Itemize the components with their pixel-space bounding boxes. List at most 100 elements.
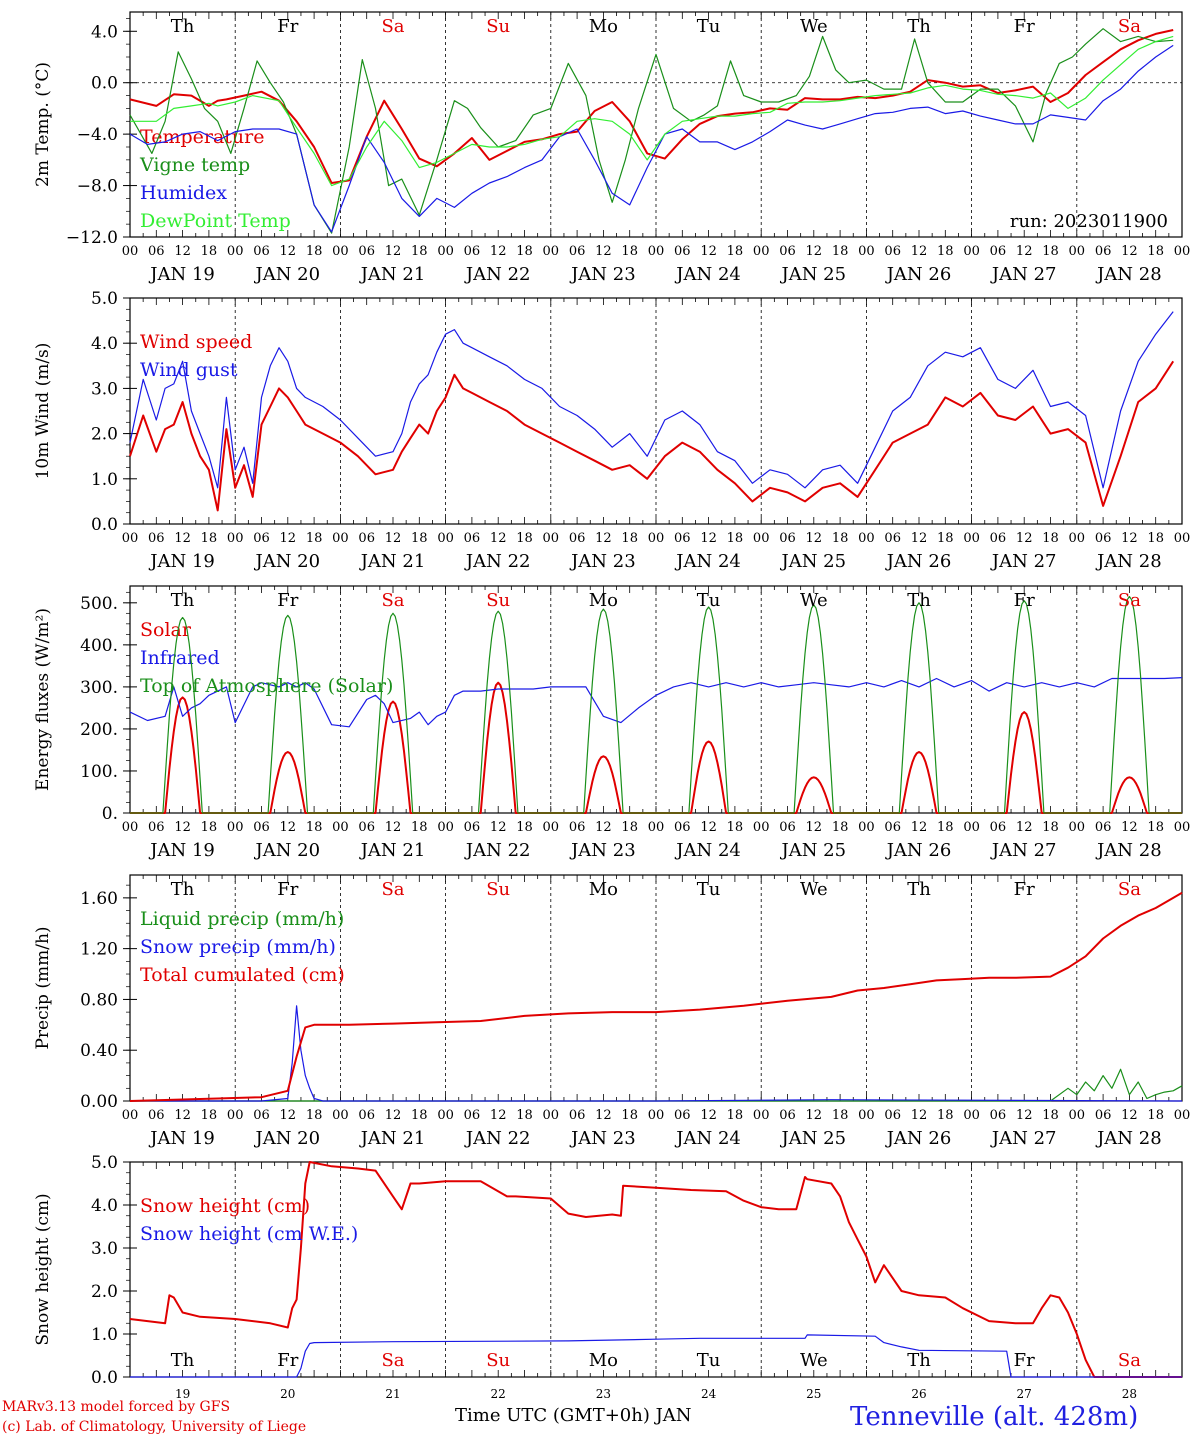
hour-tick-label: 06 bbox=[569, 1108, 586, 1123]
hour-tick-label: 00 bbox=[963, 244, 980, 259]
day-number-label: 20 bbox=[280, 1387, 295, 1401]
day-of-week-label: Sa bbox=[1118, 16, 1141, 37]
y-axis-label: Snow height (cm) bbox=[33, 1193, 53, 1345]
series-line-2 bbox=[129, 677, 1183, 728]
y-tick-label: −8.0 bbox=[77, 177, 118, 197]
hour-tick-label: 18 bbox=[516, 244, 533, 259]
hour-tick-label: 18 bbox=[306, 820, 323, 835]
y-tick-label: 0.80 bbox=[80, 990, 118, 1010]
hour-tick-label: 06 bbox=[779, 244, 796, 259]
hour-tick-label: 12 bbox=[490, 820, 507, 835]
hour-tick-label: 06 bbox=[1095, 820, 1112, 835]
date-label: JAN 20 bbox=[254, 551, 321, 572]
day-of-week-label: Th bbox=[171, 1350, 195, 1371]
hour-tick-label: 06 bbox=[358, 244, 375, 259]
hour-tick-label: 12 bbox=[385, 531, 402, 546]
hour-tick-label: 06 bbox=[779, 1108, 796, 1123]
date-label: JAN 23 bbox=[569, 264, 636, 285]
hour-tick-label: 18 bbox=[832, 531, 849, 546]
hour-tick-label: 18 bbox=[937, 244, 954, 259]
hour-tick-label: 00 bbox=[1069, 244, 1086, 259]
hour-tick-label: 18 bbox=[411, 1108, 428, 1123]
hour-tick-label: 00 bbox=[1069, 1108, 1086, 1123]
hour-tick-label: 18 bbox=[1042, 244, 1059, 259]
hour-tick-label: 18 bbox=[516, 820, 533, 835]
hour-tick-label: 00 bbox=[332, 1108, 349, 1123]
panel-1: −12.0 −8.0 −4.0 0.0 4.0 2m Temp. (°C) Temperat… bbox=[33, 11, 1191, 285]
hour-tick-label: 12 bbox=[280, 1108, 297, 1123]
day-of-week-label: Fr bbox=[1014, 16, 1035, 37]
hour-tick-label: 06 bbox=[148, 820, 165, 835]
hour-tick-label: 00 bbox=[227, 1108, 244, 1123]
hour-tick-label: 18 bbox=[201, 531, 218, 546]
day-of-week-label: We bbox=[800, 1350, 828, 1371]
y-tick-label: −4.0 bbox=[77, 125, 118, 145]
legend-entry: Infrared bbox=[140, 647, 220, 669]
hour-tick-label: 00 bbox=[963, 531, 980, 546]
day-of-week-label: Su bbox=[486, 1350, 510, 1371]
series-line-3 bbox=[130, 595, 1182, 814]
date-label: JAN 23 bbox=[569, 1128, 636, 1149]
hour-tick-label: 12 bbox=[280, 820, 297, 835]
hour-tick-label: 12 bbox=[700, 244, 717, 259]
hour-tick-label: 00 bbox=[543, 1108, 560, 1123]
hour-tick-label: 12 bbox=[911, 531, 928, 546]
date-label: JAN 22 bbox=[464, 551, 531, 572]
hour-tick-label: 06 bbox=[253, 244, 270, 259]
hour-tick-label: 00 bbox=[1174, 820, 1191, 835]
hour-tick-label: 00 bbox=[332, 820, 349, 835]
y-tick-label: 4.0 bbox=[91, 334, 118, 354]
hour-tick-label: 12 bbox=[806, 1108, 823, 1123]
station-name: Tenneville (alt. 428m) bbox=[850, 1402, 1139, 1432]
hour-tick-label: 06 bbox=[674, 820, 691, 835]
hour-tick-label: 06 bbox=[884, 1108, 901, 1123]
day-of-week-label: Fr bbox=[277, 590, 298, 611]
hour-tick-label: 12 bbox=[806, 820, 823, 835]
series-line-3 bbox=[129, 44, 1174, 233]
hour-tick-label: 00 bbox=[1174, 244, 1191, 259]
y-tick-label: 1.60 bbox=[80, 889, 118, 909]
hour-tick-label: 00 bbox=[332, 531, 349, 546]
hour-tick-label: 06 bbox=[1095, 1108, 1112, 1123]
y-tick-label: 0.00 bbox=[80, 1092, 118, 1112]
day-number-label: 25 bbox=[806, 1387, 821, 1401]
hour-tick-label: 18 bbox=[306, 1108, 323, 1123]
hour-tick-label: 12 bbox=[385, 820, 402, 835]
hour-tick-label: 00 bbox=[858, 531, 875, 546]
day-of-week-label: Th bbox=[907, 16, 931, 37]
hour-tick-label: 00 bbox=[227, 244, 244, 259]
date-label: JAN 21 bbox=[359, 551, 426, 572]
date-label: JAN 22 bbox=[464, 840, 531, 861]
hour-tick-label: 06 bbox=[990, 244, 1007, 259]
legend-entry: Wind speed bbox=[140, 331, 252, 353]
hour-tick-label: 06 bbox=[358, 1108, 375, 1123]
hour-tick-label: 00 bbox=[437, 531, 454, 546]
day-of-week-label: Th bbox=[171, 16, 195, 37]
hour-tick-label: 00 bbox=[122, 531, 139, 546]
hour-tick-label: 18 bbox=[516, 1108, 533, 1123]
hour-tick-label: 00 bbox=[1069, 820, 1086, 835]
bottom-axis: Th 19 Fr 20 Sa 21 Su 22 Mo 23 Tu 24 We 25 Th 26 Fr 27 Sa 28 bbox=[171, 1350, 1141, 1401]
day-number-label: 19 bbox=[175, 1387, 190, 1401]
date-label: JAN 24 bbox=[674, 840, 741, 861]
panel-3: 0. 100. 200. 300. 400. 500. Energy fluxes (W/m… bbox=[33, 585, 1191, 861]
day-of-week-label: Th bbox=[907, 1350, 931, 1371]
hour-tick-label: 12 bbox=[595, 820, 612, 835]
date-label: JAN 27 bbox=[990, 551, 1057, 572]
y-tick-label: 100. bbox=[80, 762, 118, 782]
hour-tick-label: 12 bbox=[911, 244, 928, 259]
hour-tick-label: 12 bbox=[700, 1108, 717, 1123]
hour-tick-label: 00 bbox=[963, 820, 980, 835]
hour-tick-label: 18 bbox=[727, 820, 744, 835]
date-label: JAN 25 bbox=[780, 551, 847, 572]
day-of-week-label: Tu bbox=[697, 590, 721, 611]
hour-tick-label: 00 bbox=[437, 244, 454, 259]
day-of-week-label: Th bbox=[907, 590, 931, 611]
y-axis-label: Energy fluxes (W/m²) bbox=[33, 608, 53, 791]
hour-tick-label: 12 bbox=[1121, 244, 1138, 259]
day-of-week-label: Mo bbox=[589, 590, 618, 611]
day-of-week-label: Mo bbox=[589, 16, 618, 37]
date-label: JAN 25 bbox=[780, 264, 847, 285]
y-axis-label: 2m Temp. (°C) bbox=[33, 62, 53, 187]
date-label: JAN 19 bbox=[148, 264, 215, 285]
